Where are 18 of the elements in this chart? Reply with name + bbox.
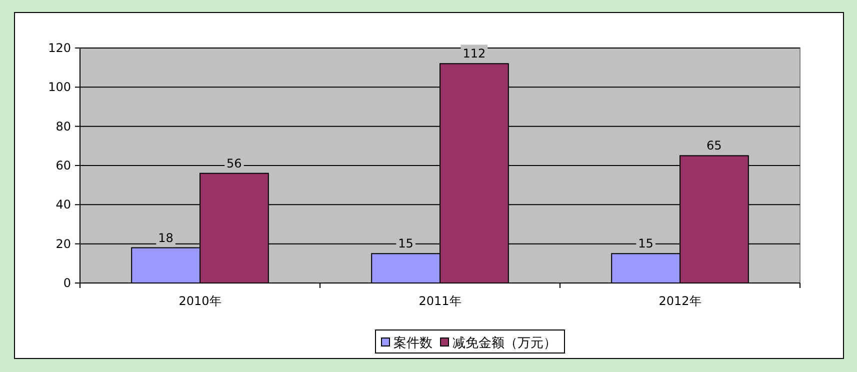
data-label: 56 [226,156,242,170]
legend-label: 减免金额（万元） [452,336,556,351]
legend-label: 案件数 [394,335,432,351]
y-tick-label: 100 [48,80,71,94]
y-tick-label: 80 [56,119,71,134]
data-label: 15 [398,236,414,251]
y-tick-label: 0 [63,276,71,290]
x-tick-label: 2010年 [178,294,222,308]
y-tick-label: 40 [56,198,71,212]
y-tick-label: 20 [56,236,71,251]
y-tick-label: 120 [48,41,71,55]
data-label: 15 [638,236,654,251]
y-tick-label: 60 [56,158,71,172]
data-label: 18 [158,230,174,245]
data-label: 112 [462,46,486,61]
x-tick-label: 2012年 [658,294,702,308]
data-label: 65 [706,138,722,153]
x-tick-label: 2011年 [418,294,462,308]
